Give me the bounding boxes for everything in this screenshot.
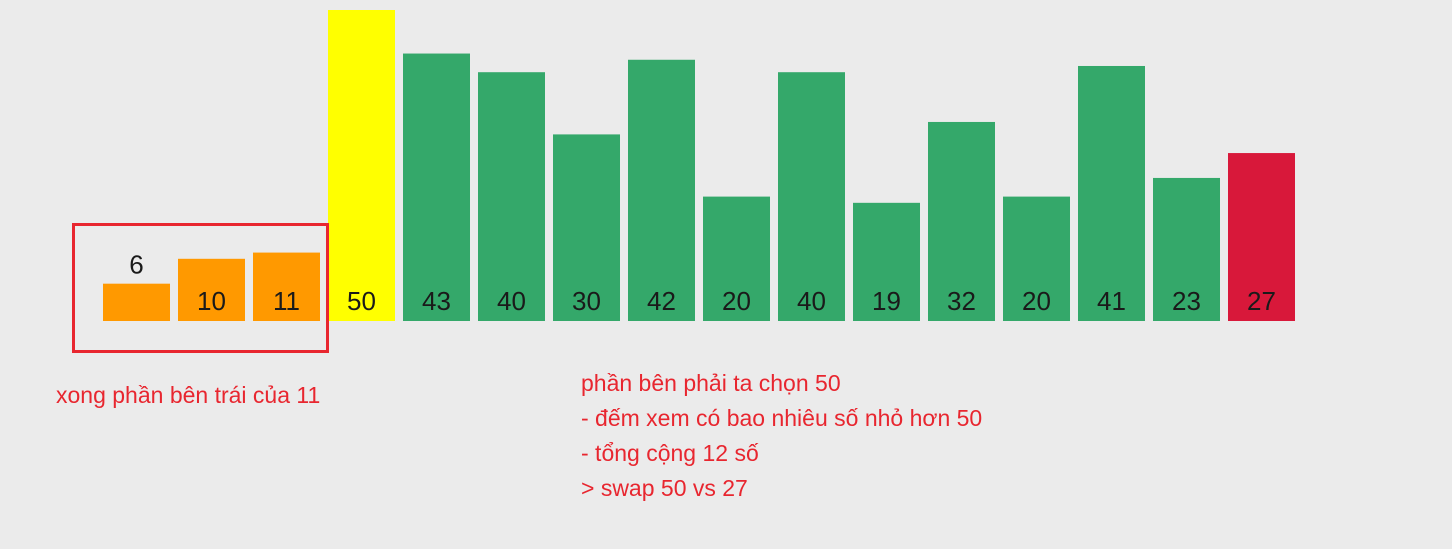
bar-done — [178, 258, 245, 321]
bar-value-label: 10 — [197, 286, 226, 316]
right-annotation-line: - đếm xem có bao nhiêu số nhỏ hơn 50 — [581, 405, 983, 431]
right-annotation: phần bên phải ta chọn 50 - đếm xem có ba… — [581, 366, 982, 506]
bar-unsorted — [403, 53, 470, 321]
right-annotation-line: - tổng cộng 12 số — [581, 440, 759, 466]
right-annotation-line: phần bên phải ta chọn 50 — [581, 370, 841, 396]
bar-unsorted — [703, 196, 770, 321]
bar-swap-target — [1228, 153, 1295, 321]
bar-value-label: 27 — [1247, 286, 1276, 316]
bar-value-label: 30 — [572, 286, 601, 316]
bar-value-label: 23 — [1172, 286, 1201, 316]
bar-unsorted — [1153, 177, 1220, 321]
bar-unsorted — [628, 59, 695, 321]
sorted-left-highlight-box — [72, 223, 329, 353]
bar-unsorted — [478, 72, 545, 321]
bar-value-label: 6 — [129, 250, 143, 280]
bar-value-label: 20 — [722, 286, 751, 316]
bar-value-label: 42 — [647, 286, 676, 316]
bar-value-label: 40 — [497, 286, 526, 316]
bar-unsorted — [553, 134, 620, 321]
bar-unsorted — [853, 202, 920, 321]
bar-done — [103, 283, 170, 321]
right-annotation-line: > swap 50 vs 27 — [581, 475, 748, 501]
bar-done — [253, 252, 320, 321]
bar-value-label: 11 — [273, 286, 300, 316]
bar-value-label: 41 — [1097, 286, 1126, 316]
bar-value-label: 32 — [947, 286, 976, 316]
bar-value-label: 43 — [422, 286, 451, 316]
bar-value-label: 50 — [347, 286, 376, 316]
bar-value-label: 20 — [1022, 286, 1051, 316]
bar-unsorted — [928, 121, 995, 322]
left-annotation: xong phần bên trái của 11 — [56, 382, 321, 408]
bar-unsorted — [1003, 196, 1070, 321]
bar-pivot — [328, 10, 395, 321]
bar-value-label: 19 — [872, 286, 901, 316]
bar-value-label: 40 — [797, 286, 826, 316]
bar-unsorted — [1078, 65, 1145, 321]
bar-unsorted — [778, 72, 845, 321]
